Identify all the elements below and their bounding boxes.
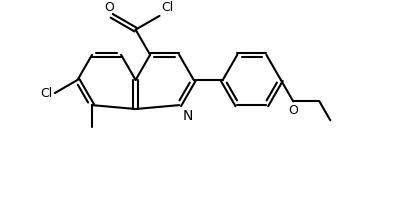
Text: O: O [288,104,298,117]
Text: Cl: Cl [40,87,52,100]
Text: O: O [105,1,115,14]
Text: Cl: Cl [162,1,174,14]
Text: N: N [182,109,193,123]
